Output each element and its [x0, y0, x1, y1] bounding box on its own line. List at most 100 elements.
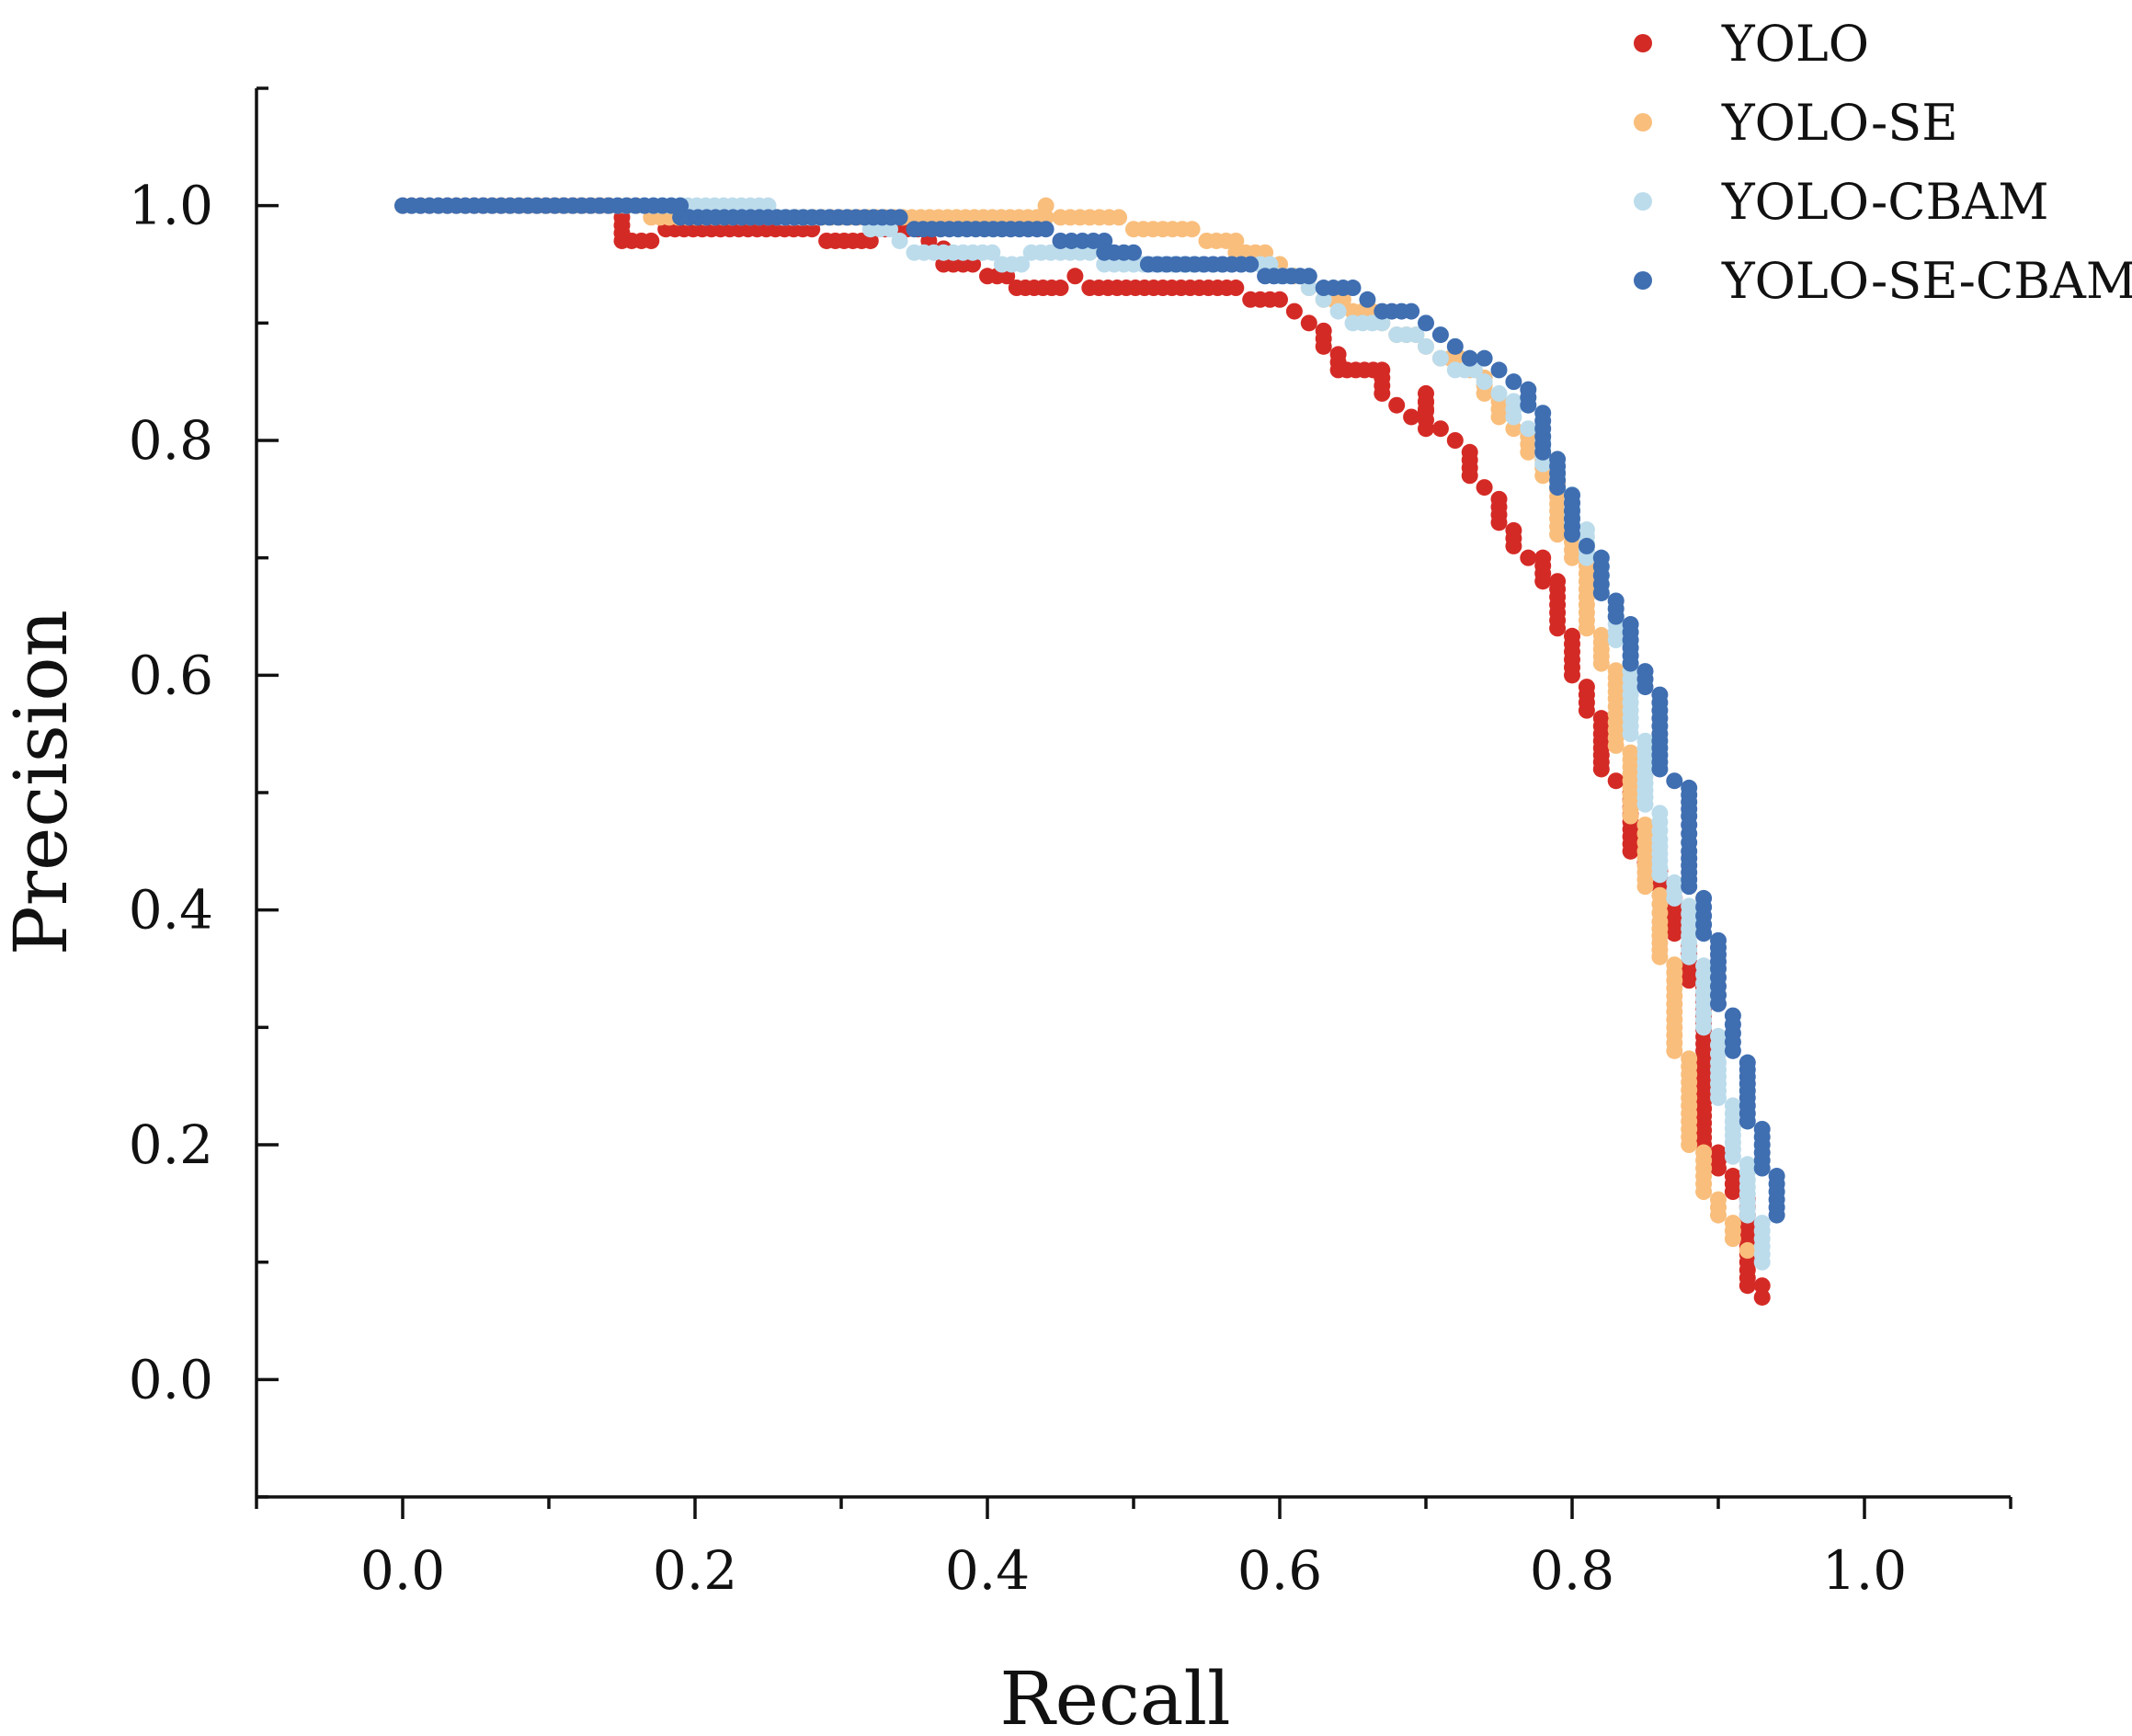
data-point: [1607, 632, 1625, 649]
data-point: [1724, 1148, 1741, 1165]
x-tick-label: 0.6: [1237, 1539, 1322, 1602]
data-point: [861, 232, 879, 249]
data-point: [1753, 1288, 1771, 1306]
data-point: [1534, 573, 1552, 590]
x-tick-label: 0.0: [360, 1539, 445, 1602]
data-point: [1315, 291, 1332, 308]
y-tick-label: 0.8: [129, 409, 213, 472]
data-point: [1695, 925, 1713, 942]
data-point: [1578, 537, 1595, 554]
data-point: [1651, 948, 1669, 965]
data-point: [1592, 584, 1610, 601]
data-point: [1408, 326, 1425, 344]
data-point: [1622, 655, 1639, 672]
legend-marker: [1634, 271, 1652, 290]
data-point: [1431, 326, 1449, 344]
x-tick-label: 0.4: [945, 1539, 1030, 1602]
data-point: [1052, 280, 1069, 297]
y-axis-title: Precision: [0, 610, 84, 955]
data-point: [1403, 303, 1420, 320]
data-point: [1125, 244, 1142, 261]
data-point: [1461, 467, 1478, 485]
data-point: [1666, 925, 1683, 942]
data-point: [1446, 337, 1464, 355]
plot-area: [394, 197, 1785, 1306]
data-point: [1374, 314, 1391, 332]
data-point: [1431, 349, 1449, 367]
data-point: [1520, 420, 1537, 438]
data-point: [1739, 1277, 1756, 1295]
data-point: [964, 256, 982, 273]
data-point: [1476, 373, 1493, 391]
data-point: [1564, 549, 1580, 566]
data-point: [1549, 479, 1567, 497]
data-point: [1066, 268, 1084, 285]
data-point: [1300, 314, 1317, 332]
data-point: [1418, 420, 1434, 438]
data-point: [1388, 396, 1406, 414]
data-point: [1592, 655, 1610, 672]
data-point: [1607, 772, 1625, 790]
data-point: [1578, 620, 1595, 637]
data-point: [1622, 725, 1639, 743]
data-point: [1418, 337, 1434, 355]
data-point: [1753, 1159, 1771, 1177]
data-point: [1505, 373, 1522, 391]
data-point: [1476, 384, 1493, 402]
data-point: [1476, 349, 1493, 367]
data-point: [1739, 1206, 1756, 1224]
data-point: [1549, 620, 1567, 637]
data-point: [1592, 760, 1610, 778]
data-point: [1227, 232, 1245, 249]
data-point: [1344, 280, 1362, 297]
data-point: [1578, 702, 1595, 719]
data-point: [1651, 760, 1669, 778]
data-point: [1431, 420, 1449, 438]
legend-marker: [1634, 192, 1652, 211]
x-tick-label: 0.2: [653, 1539, 737, 1602]
data-point: [1490, 384, 1508, 402]
series-yolo-se: [394, 197, 1756, 1259]
data-point: [1227, 280, 1245, 297]
data-point: [1490, 408, 1508, 426]
data-point: [1476, 479, 1493, 497]
data-point: [1564, 667, 1580, 684]
data-point: [891, 232, 908, 249]
data-point: [1549, 526, 1567, 543]
data-point: [1315, 337, 1332, 355]
data-point: [1622, 807, 1639, 825]
data-point: [1037, 209, 1055, 226]
data-point: [1271, 291, 1288, 308]
data-point: [1490, 514, 1508, 531]
data-point: [1505, 537, 1522, 554]
series-yolo-se-cbam: [394, 197, 1785, 1224]
data-point: [1037, 221, 1055, 238]
series-yolo: [394, 197, 1771, 1306]
data-point: [1329, 303, 1347, 320]
data-point: [1666, 889, 1683, 907]
data-point: [1636, 679, 1654, 696]
data-point: [1300, 280, 1317, 297]
legend-marker: [1634, 34, 1652, 52]
data-point: [1753, 1253, 1771, 1271]
data-point: [1183, 221, 1201, 238]
data-point: [1666, 1042, 1683, 1059]
data-point: [1724, 1042, 1741, 1059]
data-point: [1636, 878, 1654, 896]
legend-marker: [1634, 113, 1652, 131]
x-tick-label: 1.0: [1822, 1539, 1907, 1602]
data-point: [672, 197, 690, 214]
legend-label: YOLO-SE-CBAM: [1721, 252, 2132, 310]
series-yolo-cbam: [394, 197, 1771, 1271]
legend-label: YOLO-CBAM: [1721, 173, 2049, 231]
data-point: [1374, 384, 1391, 402]
x-tick-label: 0.8: [1530, 1539, 1614, 1602]
data-point: [1418, 314, 1434, 332]
data-point: [891, 209, 908, 226]
data-point: [1520, 396, 1537, 414]
data-point: [643, 232, 660, 249]
legend: YOLO YOLO-SE YOLO-CBAM YOLO-SE-CBAM: [1634, 15, 2132, 310]
data-point: [1753, 1277, 1771, 1295]
data-point: [1037, 197, 1055, 214]
